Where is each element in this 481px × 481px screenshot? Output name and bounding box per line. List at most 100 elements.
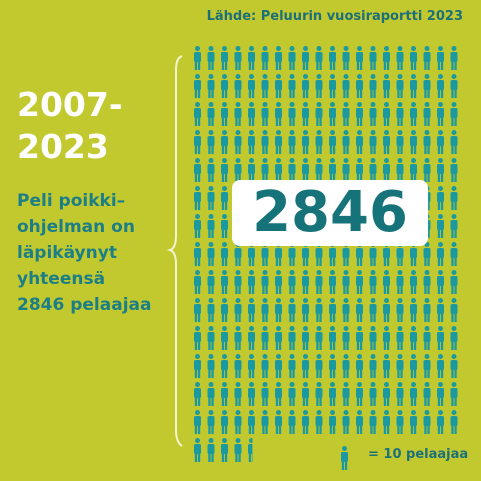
- person-icon: [234, 130, 242, 154]
- person-icon: [437, 382, 444, 406]
- person-icon: [275, 130, 282, 154]
- person-icon: [410, 410, 417, 434]
- person-icon: [302, 74, 309, 98]
- person-icon: [302, 130, 309, 154]
- person-icon: [329, 74, 336, 98]
- person-icon: [356, 326, 363, 350]
- person-icon: [342, 326, 350, 350]
- person-icon: [383, 74, 390, 98]
- person-icon: [315, 46, 323, 70]
- person-icon: [315, 382, 323, 406]
- person-icon: [329, 158, 336, 182]
- person-icon: [234, 46, 242, 70]
- person-icon: [369, 46, 377, 70]
- description-line: 2846 pelaajaa: [17, 295, 152, 315]
- person-icon: [410, 102, 417, 126]
- person-icon: [261, 102, 269, 126]
- period-start: 2007-: [17, 85, 123, 124]
- person-icon: [356, 158, 363, 182]
- person-icon: [275, 102, 282, 126]
- person-icon: [302, 326, 309, 350]
- person-icon: [396, 298, 404, 322]
- person-icon: [194, 242, 201, 266]
- person-icon: [383, 354, 390, 378]
- person-icon: [234, 102, 242, 126]
- person-icon: [288, 326, 296, 350]
- person-icon: [234, 270, 242, 294]
- person-icon: [423, 298, 431, 322]
- person-icon: [194, 410, 201, 434]
- person-icon: [275, 354, 282, 378]
- person-icon: [194, 158, 201, 182]
- person-icon: [423, 102, 431, 126]
- person-icon: [248, 46, 255, 70]
- person-icon: [288, 410, 296, 434]
- person-icon: [302, 158, 309, 182]
- person-icon: [288, 354, 296, 378]
- person-icon: [315, 130, 323, 154]
- person-icon: [410, 158, 417, 182]
- person-icon: [423, 354, 431, 378]
- person-icon: [410, 326, 417, 350]
- person-icon: [383, 326, 390, 350]
- person-icon: [315, 158, 323, 182]
- person-icon: [234, 74, 242, 98]
- person-icon: [221, 354, 228, 378]
- person-icon: [261, 298, 269, 322]
- person-icon: [207, 46, 215, 70]
- person-icon: [423, 326, 431, 350]
- person-icon: [261, 326, 269, 350]
- person-icon: [248, 130, 255, 154]
- person-icon: [315, 102, 323, 126]
- person-icon: [315, 354, 323, 378]
- person-icon: [450, 354, 458, 378]
- person-icon: [329, 382, 336, 406]
- person-icon: [261, 270, 269, 294]
- person-icon: [302, 102, 309, 126]
- person-icon: [437, 74, 444, 98]
- person-icon: [437, 186, 444, 210]
- person-icon: [288, 102, 296, 126]
- person-icon: [356, 102, 363, 126]
- person-icon: [369, 158, 377, 182]
- person-icon: [396, 158, 404, 182]
- person-icon: [437, 102, 444, 126]
- person-icon: [207, 298, 215, 322]
- person-icon: [221, 382, 228, 406]
- person-icon: [383, 298, 390, 322]
- person-icon: [302, 382, 309, 406]
- person-icon: [342, 298, 350, 322]
- person-icon: [450, 298, 458, 322]
- person-icon: [437, 46, 444, 70]
- person-icon: [288, 298, 296, 322]
- person-icon: [437, 298, 444, 322]
- person-icon: [221, 270, 228, 294]
- person-icon: [288, 46, 296, 70]
- person-icon: [396, 102, 404, 126]
- person-icon: [275, 382, 282, 406]
- person-icon: [207, 130, 215, 154]
- person-icon: [275, 410, 282, 434]
- person-icon: [194, 382, 201, 406]
- person-icon: [194, 298, 201, 322]
- person-icon: [450, 326, 458, 350]
- person-icon: [248, 298, 255, 322]
- person-icon: [275, 298, 282, 322]
- person-icon: [329, 270, 336, 294]
- person-icon: [342, 130, 350, 154]
- person-icon: [383, 382, 390, 406]
- person-icon: [423, 382, 431, 406]
- person-icon: [383, 158, 390, 182]
- person-icon: [302, 270, 309, 294]
- person-icon: [410, 354, 417, 378]
- person-icon: [369, 298, 377, 322]
- person-icon: [207, 354, 215, 378]
- person-icon: [450, 382, 458, 406]
- person-icon: [248, 382, 255, 406]
- person-icon: [261, 382, 269, 406]
- person-icon: [341, 446, 348, 470]
- person-icon: [207, 270, 215, 294]
- person-icon: [342, 354, 350, 378]
- person-icon: [315, 298, 323, 322]
